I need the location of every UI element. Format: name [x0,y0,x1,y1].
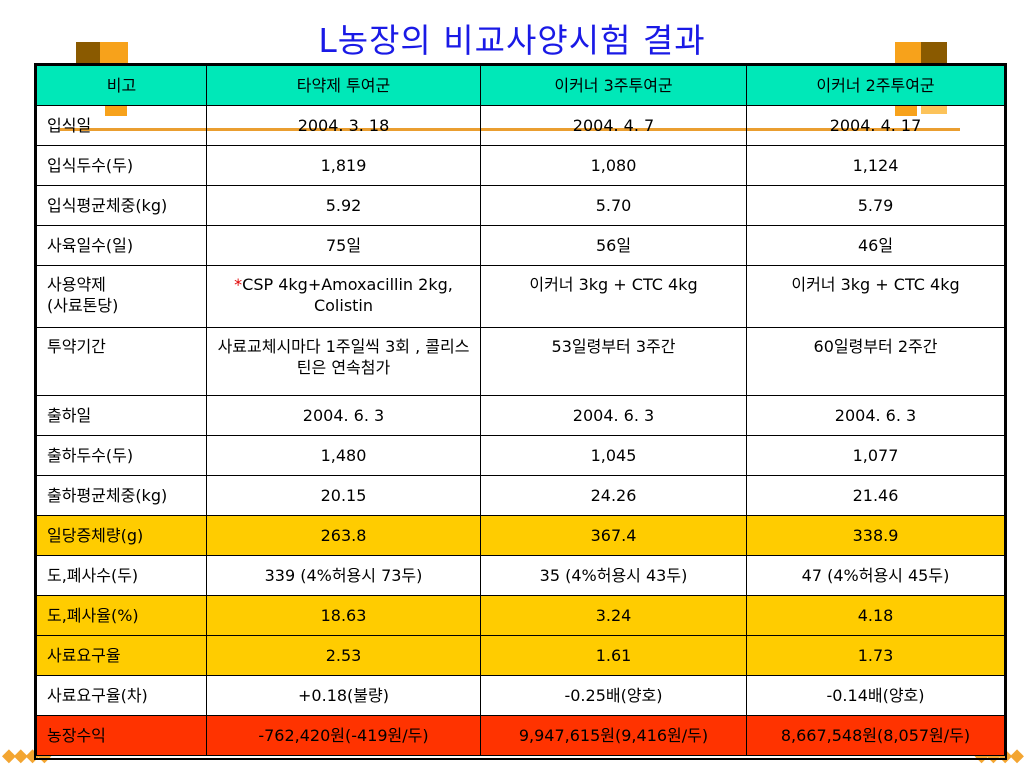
row-label: 입식평균체중(kg) [36,185,207,226]
table-row-highlight-red: 농장수익 -762,420원(-419원/두) 9,947,615원(9,416… [36,715,1005,756]
table-cell: 1,124 [746,145,1005,186]
table-row-highlight: 사료요구율 2.53 1.61 1.73 [36,635,1005,676]
table-cell: 1.61 [480,635,747,676]
asterisk-mark: * [234,275,243,294]
table-cell: 339 (4%허용시 73두) [206,555,481,596]
row-label: 사료요구율 [36,635,207,676]
table-cell: 2004. 6. 3 [206,395,481,436]
table-cell: 2.53 [206,635,481,676]
table-cell: 2004. 3. 18 [206,105,481,146]
row-label: 사료요구율(차) [36,675,207,716]
table-cell: 75일 [206,225,481,266]
table-row-highlight: 도,폐사율(%) 18.63 3.24 4.18 [36,595,1005,636]
table-cell: 18.63 [206,595,481,636]
header-cell: 비고 [36,65,207,106]
cell-text: CSP 4kg+Amoxacillin 2kg, Colistin [242,275,453,315]
row-label-line2: (사료톤당) [47,296,119,315]
table-row: 입식두수(두) 1,819 1,080 1,124 [36,145,1005,186]
header-cell: 이커너 2주투여군 [746,65,1005,106]
header-cell: 타약제 투여군 [206,65,481,106]
table-cell: 35 (4%허용시 43두) [480,555,747,596]
table-cell: 60일령부터 2주간 [746,327,1005,396]
row-label: 투약기간 [36,327,207,396]
table-cell: 1,819 [206,145,481,186]
table-cell: 1,077 [746,435,1005,476]
table-row: 사육일수(일) 75일 56일 46일 [36,225,1005,266]
table-row: 출하두수(두) 1,480 1,045 1,077 [36,435,1005,476]
table-cell: 5.79 [746,185,1005,226]
table-cell: 2004. 6. 3 [746,395,1005,436]
table-cell: 이커너 3kg + CTC 4kg [480,265,747,328]
table-cell: 1,480 [206,435,481,476]
table-row: 출하평균체중(kg) 20.15 24.26 21.46 [36,475,1005,516]
row-label: 입식일 [36,105,207,146]
row-label: 출하평균체중(kg) [36,475,207,516]
table-cell: 56일 [480,225,747,266]
table-row: 입식평균체중(kg) 5.92 5.70 5.79 [36,185,1005,226]
table-cell: 3.24 [480,595,747,636]
table-cell: 53일령부터 3주간 [480,327,747,396]
table-cell: 이커너 3kg + CTC 4kg [746,265,1005,328]
row-label: 사육일수(일) [36,225,207,266]
table-cell: -762,420원(-419원/두) [206,715,481,756]
table-row-highlight: 일당증체량(g) 263.8 367.4 338.9 [36,515,1005,556]
table-row: 도,폐사수(두) 339 (4%허용시 73두) 35 (4%허용시 43두) … [36,555,1005,596]
page-title: L농장의 비교사양시험 결과 [318,21,706,60]
table-cell: 24.26 [480,475,747,516]
table-cell: 5.92 [206,185,481,226]
table-cell: 2004. 4. 7 [480,105,747,146]
table-header-row: 비고 타약제 투여군 이커너 3주투여군 이커너 2주투여군 [36,65,1005,106]
header-cell: 이커너 3주투여군 [480,65,747,106]
table-cell: 338.9 [746,515,1005,556]
row-label: 농장수익 [36,715,207,756]
table-row: 출하일 2004. 6. 3 2004. 6. 3 2004. 6. 3 [36,395,1005,436]
table-cell: 46일 [746,225,1005,266]
table-row: 투약기간 사료교체시마다 1주일씩 3회 , 콜리스틴은 연속첨가 53일령부터… [36,327,1005,396]
table-row: 사용약제 (사료톤당) *CSP 4kg+Amoxacillin 2kg, Co… [36,265,1005,328]
row-label: 도,폐사수(두) [36,555,207,596]
table-cell: 1.73 [746,635,1005,676]
row-label: 도,폐사율(%) [36,595,207,636]
row-label: 입식두수(두) [36,145,207,186]
row-label: 출하두수(두) [36,435,207,476]
table-cell: 1,045 [480,435,747,476]
row-label: 출하일 [36,395,207,436]
table-cell: *CSP 4kg+Amoxacillin 2kg, Colistin [206,265,481,328]
table-cell: 2004. 6. 3 [480,395,747,436]
table-row: 사료요구율(차) +0.18(불량) -0.25배(양호) -0.14배(양호) [36,675,1005,716]
row-label: 일당증체량(g) [36,515,207,556]
table-cell: 47 (4%허용시 45두) [746,555,1005,596]
table-cell: 21.46 [746,475,1005,516]
results-table: 비고 타약제 투여군 이커너 3주투여군 이커너 2주투여군 입식일 2004.… [36,65,1005,756]
table-cell: +0.18(불량) [206,675,481,716]
table-cell: 8,667,548원(8,057원/두) [746,715,1005,756]
table-cell: 1,080 [480,145,747,186]
table-cell: 4.18 [746,595,1005,636]
table-cell: 367.4 [480,515,747,556]
table-cell: 9,947,615원(9,416원/두) [480,715,747,756]
table-cell: 20.15 [206,475,481,516]
table-row: 입식일 2004. 3. 18 2004. 4. 7 2004. 4. 17 [36,105,1005,146]
table-cell: 사료교체시마다 1주일씩 3회 , 콜리스틴은 연속첨가 [206,327,481,396]
row-label: 사용약제 (사료톤당) [36,265,207,328]
table-cell: 263.8 [206,515,481,556]
table-cell: -0.14배(양호) [746,675,1005,716]
row-label-line1: 사용약제 [47,275,106,294]
table-cell: 2004. 4. 17 [746,105,1005,146]
table-cell: 5.70 [480,185,747,226]
table-cell: -0.25배(양호) [480,675,747,716]
